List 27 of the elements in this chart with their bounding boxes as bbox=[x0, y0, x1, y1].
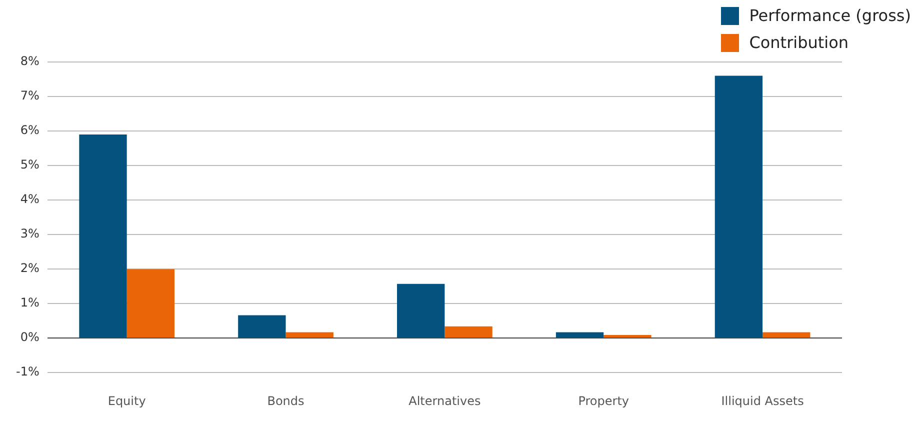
y-tick-label: 0% bbox=[20, 330, 40, 344]
bar bbox=[762, 332, 810, 338]
x-tick-label: Property bbox=[578, 394, 629, 408]
y-tick-label: 7% bbox=[20, 88, 40, 103]
x-tick-label: Illiquid Assets bbox=[721, 394, 804, 408]
y-tick-label: -1% bbox=[16, 364, 40, 379]
bar bbox=[604, 334, 652, 338]
bar bbox=[397, 284, 445, 338]
legend-label: Contribution bbox=[749, 33, 849, 52]
legend-label: Performance (gross) bbox=[749, 6, 911, 25]
y-tick-label: 4% bbox=[20, 192, 40, 206]
y-tick-label: 8% bbox=[20, 54, 40, 68]
bar bbox=[714, 76, 763, 338]
y-tick-label: 2% bbox=[20, 261, 40, 276]
y-tick-label: 1% bbox=[20, 296, 40, 310]
bar bbox=[556, 332, 604, 338]
bar bbox=[286, 332, 334, 338]
x-tick-label: Alternatives bbox=[408, 394, 481, 408]
bar bbox=[444, 326, 492, 338]
y-tick-label: 3% bbox=[20, 226, 40, 241]
y-tick-label: 5% bbox=[20, 158, 40, 172]
x-tick-label: Bonds bbox=[267, 394, 304, 408]
y-tick-label: 6% bbox=[20, 123, 40, 138]
bar bbox=[126, 269, 175, 338]
x-tick-label: Equity bbox=[108, 394, 146, 408]
bar bbox=[79, 134, 127, 338]
bar bbox=[238, 315, 286, 338]
